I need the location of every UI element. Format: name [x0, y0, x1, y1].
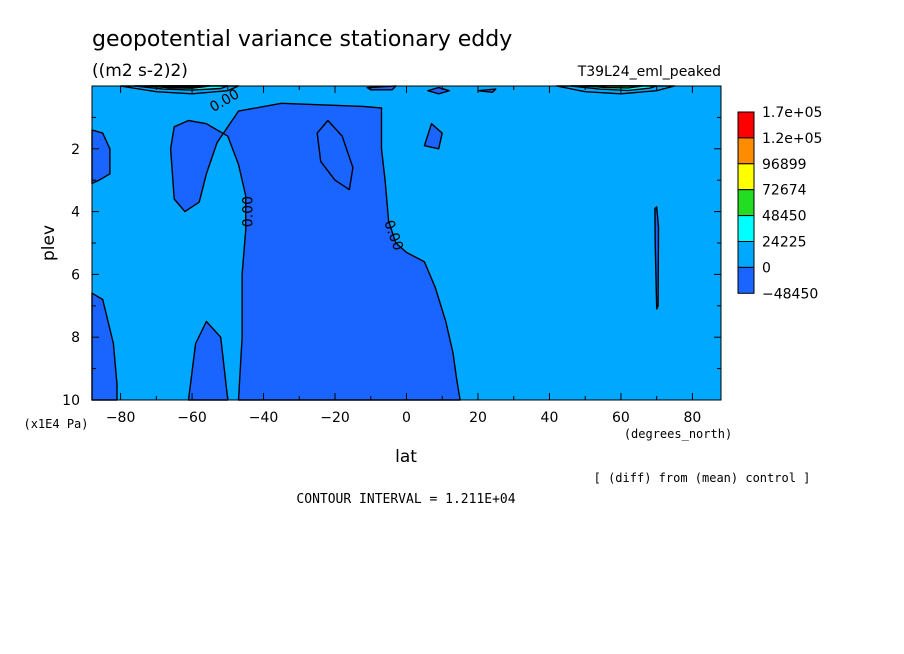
- colorbar-swatch: [737, 189, 755, 217]
- colorbar: 1.7e+05 1.2e+05 96899 72674 48450 24225 0 −4845…: [737, 105, 822, 302]
- y-tick-label: 10: [62, 393, 80, 409]
- colorbar-label: −48450: [762, 286, 818, 302]
- colorbar-label: 1.7e+05: [762, 105, 822, 121]
- colorbar-swatch: [737, 266, 755, 294]
- contour-region-below_zero-4: [316, 119, 354, 191]
- x-axis-label: lat: [395, 447, 417, 467]
- contour-region-below_zero-8: [366, 85, 397, 91]
- x-tick-label: 20: [469, 410, 487, 426]
- colorbar-swatch: [737, 215, 755, 243]
- x-tick-label: −20: [320, 410, 350, 426]
- colorbar-label: 72674: [762, 183, 807, 199]
- axis-ticks: −80 −60 −40 −20 0 20 40 60 80 2 4 6 8 10: [62, 86, 721, 426]
- contour-region-below_zero-5: [423, 123, 443, 150]
- y-tick-label: 4: [71, 205, 80, 221]
- y-axis-label: plev: [39, 225, 59, 261]
- x-tick-label: −80: [106, 410, 136, 426]
- contour-interval-label: CONTOUR INTERVAL = 1.211E+04: [296, 492, 515, 507]
- contour-label: 0.00: [240, 196, 256, 227]
- y-tick-label: 2: [71, 142, 80, 158]
- run-label: T39L24_eml_peaked: [577, 64, 721, 80]
- colorbar-label: 1.2e+05: [762, 131, 822, 147]
- colorbar-swatch: [737, 137, 755, 165]
- contour-region-below_zero-9: [654, 206, 660, 310]
- colorbar-label: 24225: [762, 235, 807, 251]
- contour-region-below_zero-6: [427, 86, 451, 95]
- contour-region-below_zero-0: [169, 102, 461, 401]
- x-tick-label: −60: [177, 410, 207, 426]
- colorbar-swatch: [737, 111, 755, 139]
- x-tick-label: 0: [402, 410, 411, 426]
- y-tick-label: 6: [71, 267, 80, 283]
- colorbar-swatch: [737, 163, 755, 191]
- x-tick-label: 40: [541, 410, 559, 426]
- x-tick-label: 60: [612, 410, 630, 426]
- plot-area: [91, 85, 721, 401]
- footer-note: [ (diff) from (mean) control ]: [594, 471, 811, 485]
- chart-title: geopotential variance stationary eddy: [92, 27, 512, 52]
- x-tick-label: −40: [249, 410, 279, 426]
- colorbar-swatch: [737, 241, 755, 268]
- contour-region-below_zero-7: [477, 88, 497, 93]
- colorbar-label: 96899: [762, 157, 807, 173]
- x-tick-label: 80: [683, 410, 701, 426]
- colorbar-label: 48450: [762, 209, 807, 225]
- x-axis-units: (degrees_north): [624, 427, 732, 441]
- y-tick-label: 8: [71, 330, 80, 346]
- units-label: ((m2 s-2)2): [92, 61, 188, 81]
- colorbar-label: 0: [762, 260, 771, 276]
- y-axis-units: (x1E4 Pa): [23, 417, 88, 431]
